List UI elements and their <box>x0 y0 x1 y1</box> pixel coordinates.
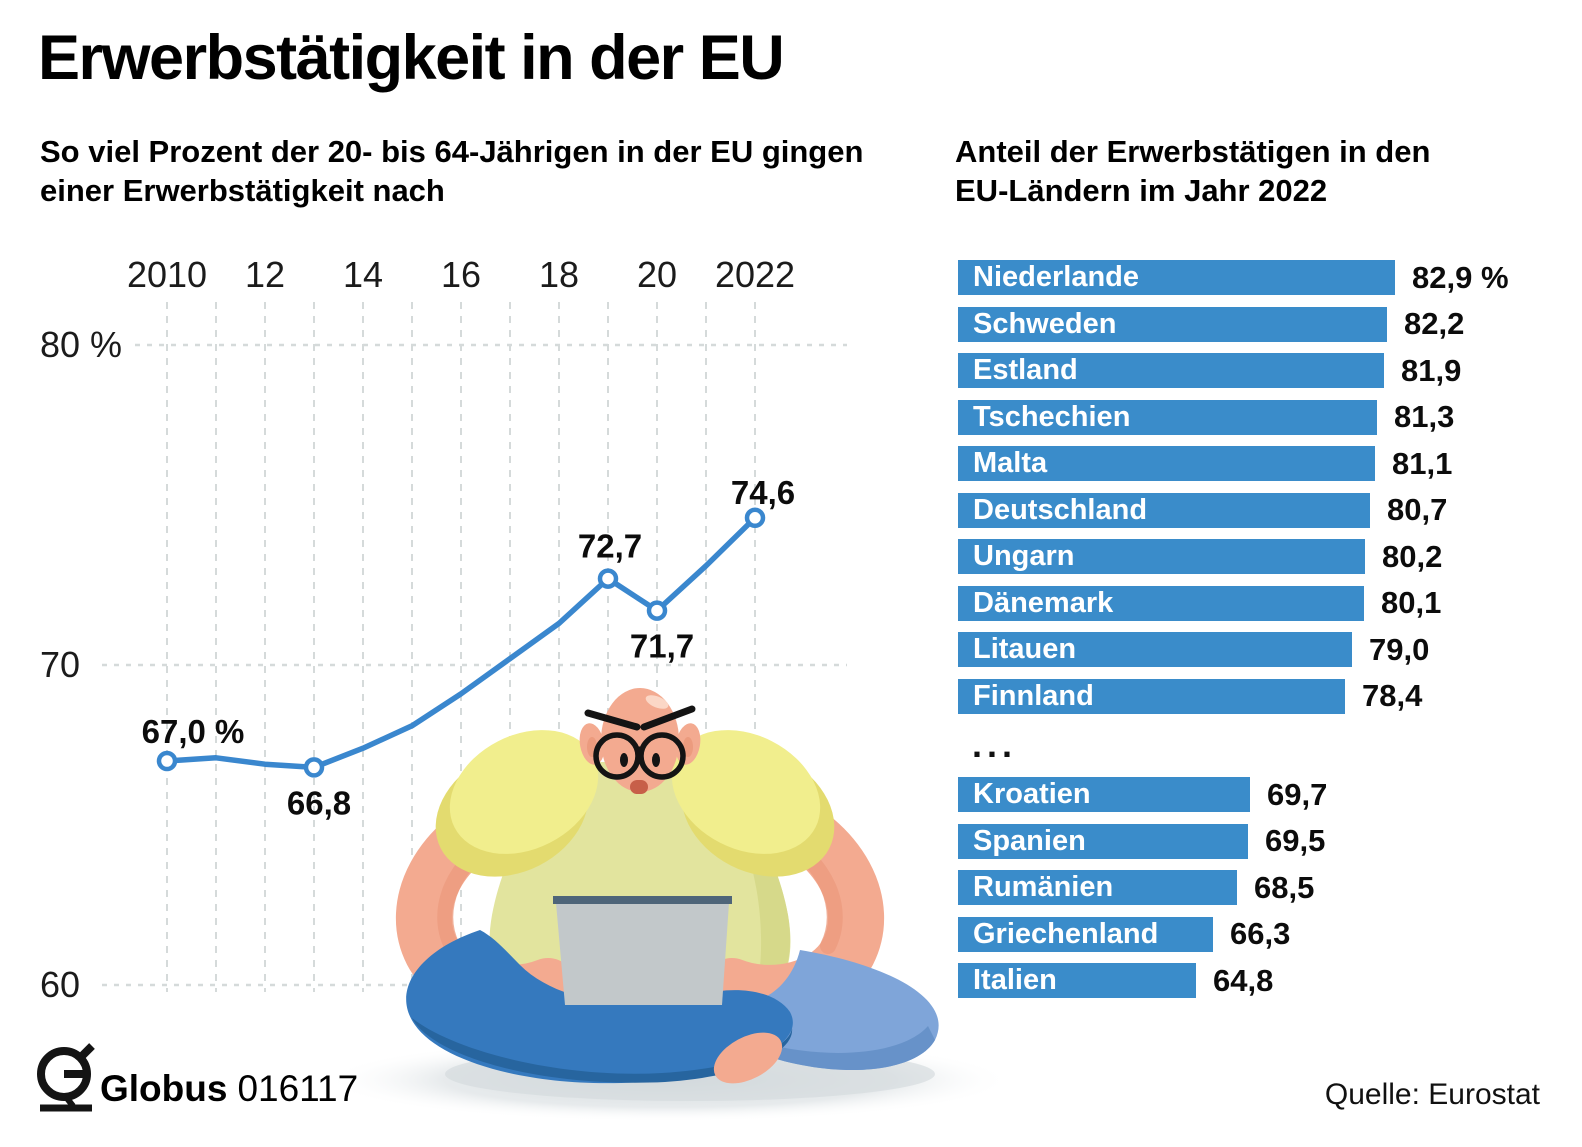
country-value: 80,2 <box>1382 538 1443 574</box>
country-bar: Ungarn <box>958 539 1365 574</box>
x-axis-tick-label: 2010 <box>127 254 207 295</box>
country-bar-row: Italien 64,8 <box>958 963 1509 998</box>
data-point-label: 74,6 <box>731 474 795 511</box>
x-axis-tick-label: 14 <box>343 254 383 295</box>
data-point-marker <box>744 507 766 529</box>
right-chart-subtitle: Anteil der Erwerbstätigen in den EU-Länd… <box>955 132 1430 210</box>
country-value: 81,1 <box>1392 445 1453 481</box>
country-value: 81,9 <box>1401 352 1462 388</box>
country-label: Kroatien <box>973 778 1091 810</box>
country-value: 69,7 <box>1267 776 1328 812</box>
country-label: Ungarn <box>973 540 1075 572</box>
country-label: Estland <box>973 354 1078 386</box>
country-value: 69,5 <box>1265 823 1326 858</box>
country-label: Dänemark <box>973 586 1114 619</box>
y-axis-tick-label: 60 <box>40 964 80 1005</box>
brand-name: Globus <box>100 1068 228 1109</box>
country-bar: Estland <box>958 353 1384 388</box>
country-value: 80,7 <box>1387 492 1448 527</box>
country-bar-row: Litauen 79,0 <box>958 632 1509 667</box>
country-bar-row: Ungarn 80,2 <box>958 539 1509 574</box>
source-note: Quelle: Eurostat <box>1324 1078 1540 1111</box>
country-bar: Dänemark <box>958 585 1364 621</box>
country-bar-row: Tschechien 81,3 <box>958 399 1509 435</box>
country-bar-row: Kroatien 69,7 <box>958 777 1509 812</box>
country-label: Italien <box>973 964 1057 996</box>
country-label: Griechenland <box>973 917 1159 950</box>
x-axis-tick-label: 2022 <box>715 254 795 295</box>
data-point-label: 67,0 % <box>142 713 245 750</box>
country-label: Schweden <box>973 307 1117 340</box>
country-bar-chart: Niederlande 82,9 % Schweden 82,2 Estland 81,9… <box>958 260 1509 1010</box>
footer-brand: Globus 016117 <box>100 1068 358 1110</box>
country-bar: Finnland <box>958 678 1345 714</box>
country-bar: Deutschland <box>958 492 1370 528</box>
person-body <box>396 688 939 1084</box>
data-point-marker <box>597 568 619 589</box>
country-value: 79,0 <box>1369 631 1430 667</box>
brand-number: 016117 <box>237 1068 359 1109</box>
x-axis-tick-label: 12 <box>245 254 285 295</box>
right-chart-subtitle-line2: EU-Ländern im Jahr 2022 <box>955 173 1328 208</box>
country-label: Finnland <box>973 679 1094 712</box>
country-bar: Spanien <box>958 823 1248 859</box>
country-bar-row: Rumänien 68,5 <box>958 870 1509 905</box>
country-bar: Litauen <box>958 632 1352 667</box>
data-point-label: 66,8 <box>287 784 351 821</box>
country-value: 66,3 <box>1230 916 1291 951</box>
data-point-label: 71,7 <box>630 628 694 665</box>
data-point-label: 72,7 <box>578 528 642 565</box>
country-bar: Schweden <box>958 306 1387 342</box>
country-bar: Italien <box>958 963 1196 998</box>
country-bar-row: Deutschland 80,7 <box>958 492 1509 528</box>
right-chart-subtitle-line1: Anteil der Erwerbstätigen in den <box>955 134 1431 169</box>
data-point-marker <box>303 757 325 778</box>
left-chart-subtitle: So viel Prozent der 20- bis 64-Jährigen … <box>40 132 863 210</box>
country-label: Malta <box>973 447 1048 479</box>
country-bar: Niederlande <box>958 260 1395 295</box>
country-bar-row: Spanien 69,5 <box>958 823 1509 859</box>
data-point-marker <box>646 600 668 621</box>
country-bar-row: Malta 81,1 <box>958 446 1509 481</box>
angry-eyebrows <box>584 705 696 731</box>
country-value: 82,2 <box>1404 306 1465 341</box>
country-bar-row: Niederlande 82,9 % <box>958 260 1509 295</box>
country-value: 64,8 <box>1213 962 1274 998</box>
x-axis-tick-label: 20 <box>637 254 677 295</box>
x-axis-tick-label: 18 <box>539 254 579 295</box>
country-bar-row: Dänemark 80,1 <box>958 585 1509 621</box>
country-bar: Tschechien <box>958 399 1377 435</box>
country-label: Spanien <box>973 824 1086 857</box>
country-bar: Griechenland <box>958 916 1213 952</box>
data-point-marker <box>156 750 178 772</box>
country-value: 82,9 % <box>1412 259 1509 295</box>
country-label: Rumänien <box>973 871 1114 903</box>
page-title: Erwerbstätigkeit in der EU <box>38 23 785 93</box>
country-bar: Malta <box>958 446 1375 481</box>
country-label: Niederlande <box>973 261 1139 293</box>
laptop <box>556 903 729 1005</box>
country-value: 80,1 <box>1381 585 1442 620</box>
y-axis-tick-label: 70 <box>40 644 80 685</box>
country-bar-row: Schweden 82,2 <box>958 306 1509 342</box>
country-value: 78,4 <box>1362 678 1423 713</box>
country-bar-row: Finnland 78,4 <box>958 678 1509 714</box>
round-glasses-icon <box>593 732 686 780</box>
country-bar-row: Griechenland 66,3 <box>958 916 1509 952</box>
y-axis-tick-label: 80 % <box>40 324 122 365</box>
left-chart-subtitle-line2: einer Erwerbstätigkeit nach <box>40 173 445 208</box>
country-bar: Kroatien <box>958 777 1250 812</box>
country-label: Tschechien <box>973 400 1131 433</box>
country-bar-row: Estland 81,9 <box>958 353 1509 388</box>
country-value: 68,5 <box>1254 869 1315 905</box>
country-bar: Rumänien <box>958 870 1237 905</box>
country-label: Litauen <box>973 633 1077 665</box>
country-value: 81,3 <box>1394 399 1455 434</box>
left-chart-subtitle-line1: So viel Prozent der 20- bis 64-Jährigen … <box>40 134 864 169</box>
x-axis-tick-label: 16 <box>441 254 481 295</box>
omitted-countries-ellipsis: ... <box>972 724 1018 765</box>
country-label: Deutschland <box>973 493 1148 526</box>
